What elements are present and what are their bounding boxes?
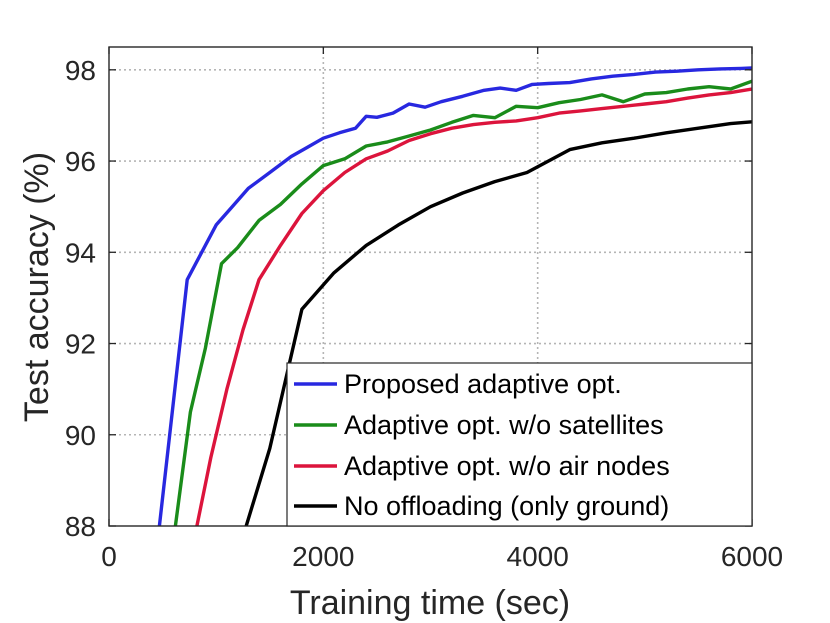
y-tick-label: 98 — [65, 55, 96, 86]
legend-label-adaptive-opt-w-o-air-nodes: Adaptive opt. w/o air nodes — [344, 451, 670, 481]
y-tick-label: 92 — [65, 329, 96, 360]
legend-label-adaptive-opt-w-o-satellites: Adaptive opt. w/o satellites — [344, 410, 664, 440]
x-axis-title: Training time (sec) — [290, 584, 570, 622]
series-line-proposed-adaptive-opt — [157, 66, 752, 526]
y-tick-label: 90 — [65, 420, 96, 451]
y-tick-label: 88 — [65, 511, 96, 542]
y-axis-title: Test accuracy (%) — [18, 152, 56, 422]
legend-label-no-offloading-only-ground: No offloading (only ground) — [344, 491, 669, 521]
series-lines — [157, 66, 752, 526]
legend: Proposed adaptive opt. Adaptive opt. w/o … — [286, 362, 753, 527]
series-line-adaptive-opt-w-o-air-nodes — [195, 87, 752, 526]
legend-label-proposed-adaptive-opt: Proposed adaptive opt. — [344, 369, 622, 399]
x-tick-label: 2000 — [292, 541, 354, 572]
x-tick-label: 4000 — [507, 541, 569, 572]
x-tick-labels: 0 2000 4000 6000 — [101, 541, 783, 572]
x-tick-label: 0 — [101, 541, 117, 572]
y-tick-labels: 88 90 92 94 96 98 — [65, 55, 96, 542]
legend-box — [286, 362, 753, 527]
series-line-adaptive-opt-w-o-satellites — [173, 79, 752, 526]
y-tick-label: 96 — [65, 146, 96, 177]
x-tick-label: 6000 — [721, 541, 783, 572]
series-line-no-offloading-only-ground — [244, 120, 752, 526]
y-tick-label: 94 — [65, 237, 96, 268]
